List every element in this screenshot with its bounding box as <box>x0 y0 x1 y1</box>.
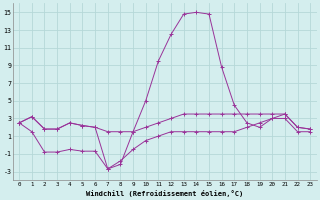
X-axis label: Windchill (Refroidissement éolien,°C): Windchill (Refroidissement éolien,°C) <box>86 190 243 197</box>
